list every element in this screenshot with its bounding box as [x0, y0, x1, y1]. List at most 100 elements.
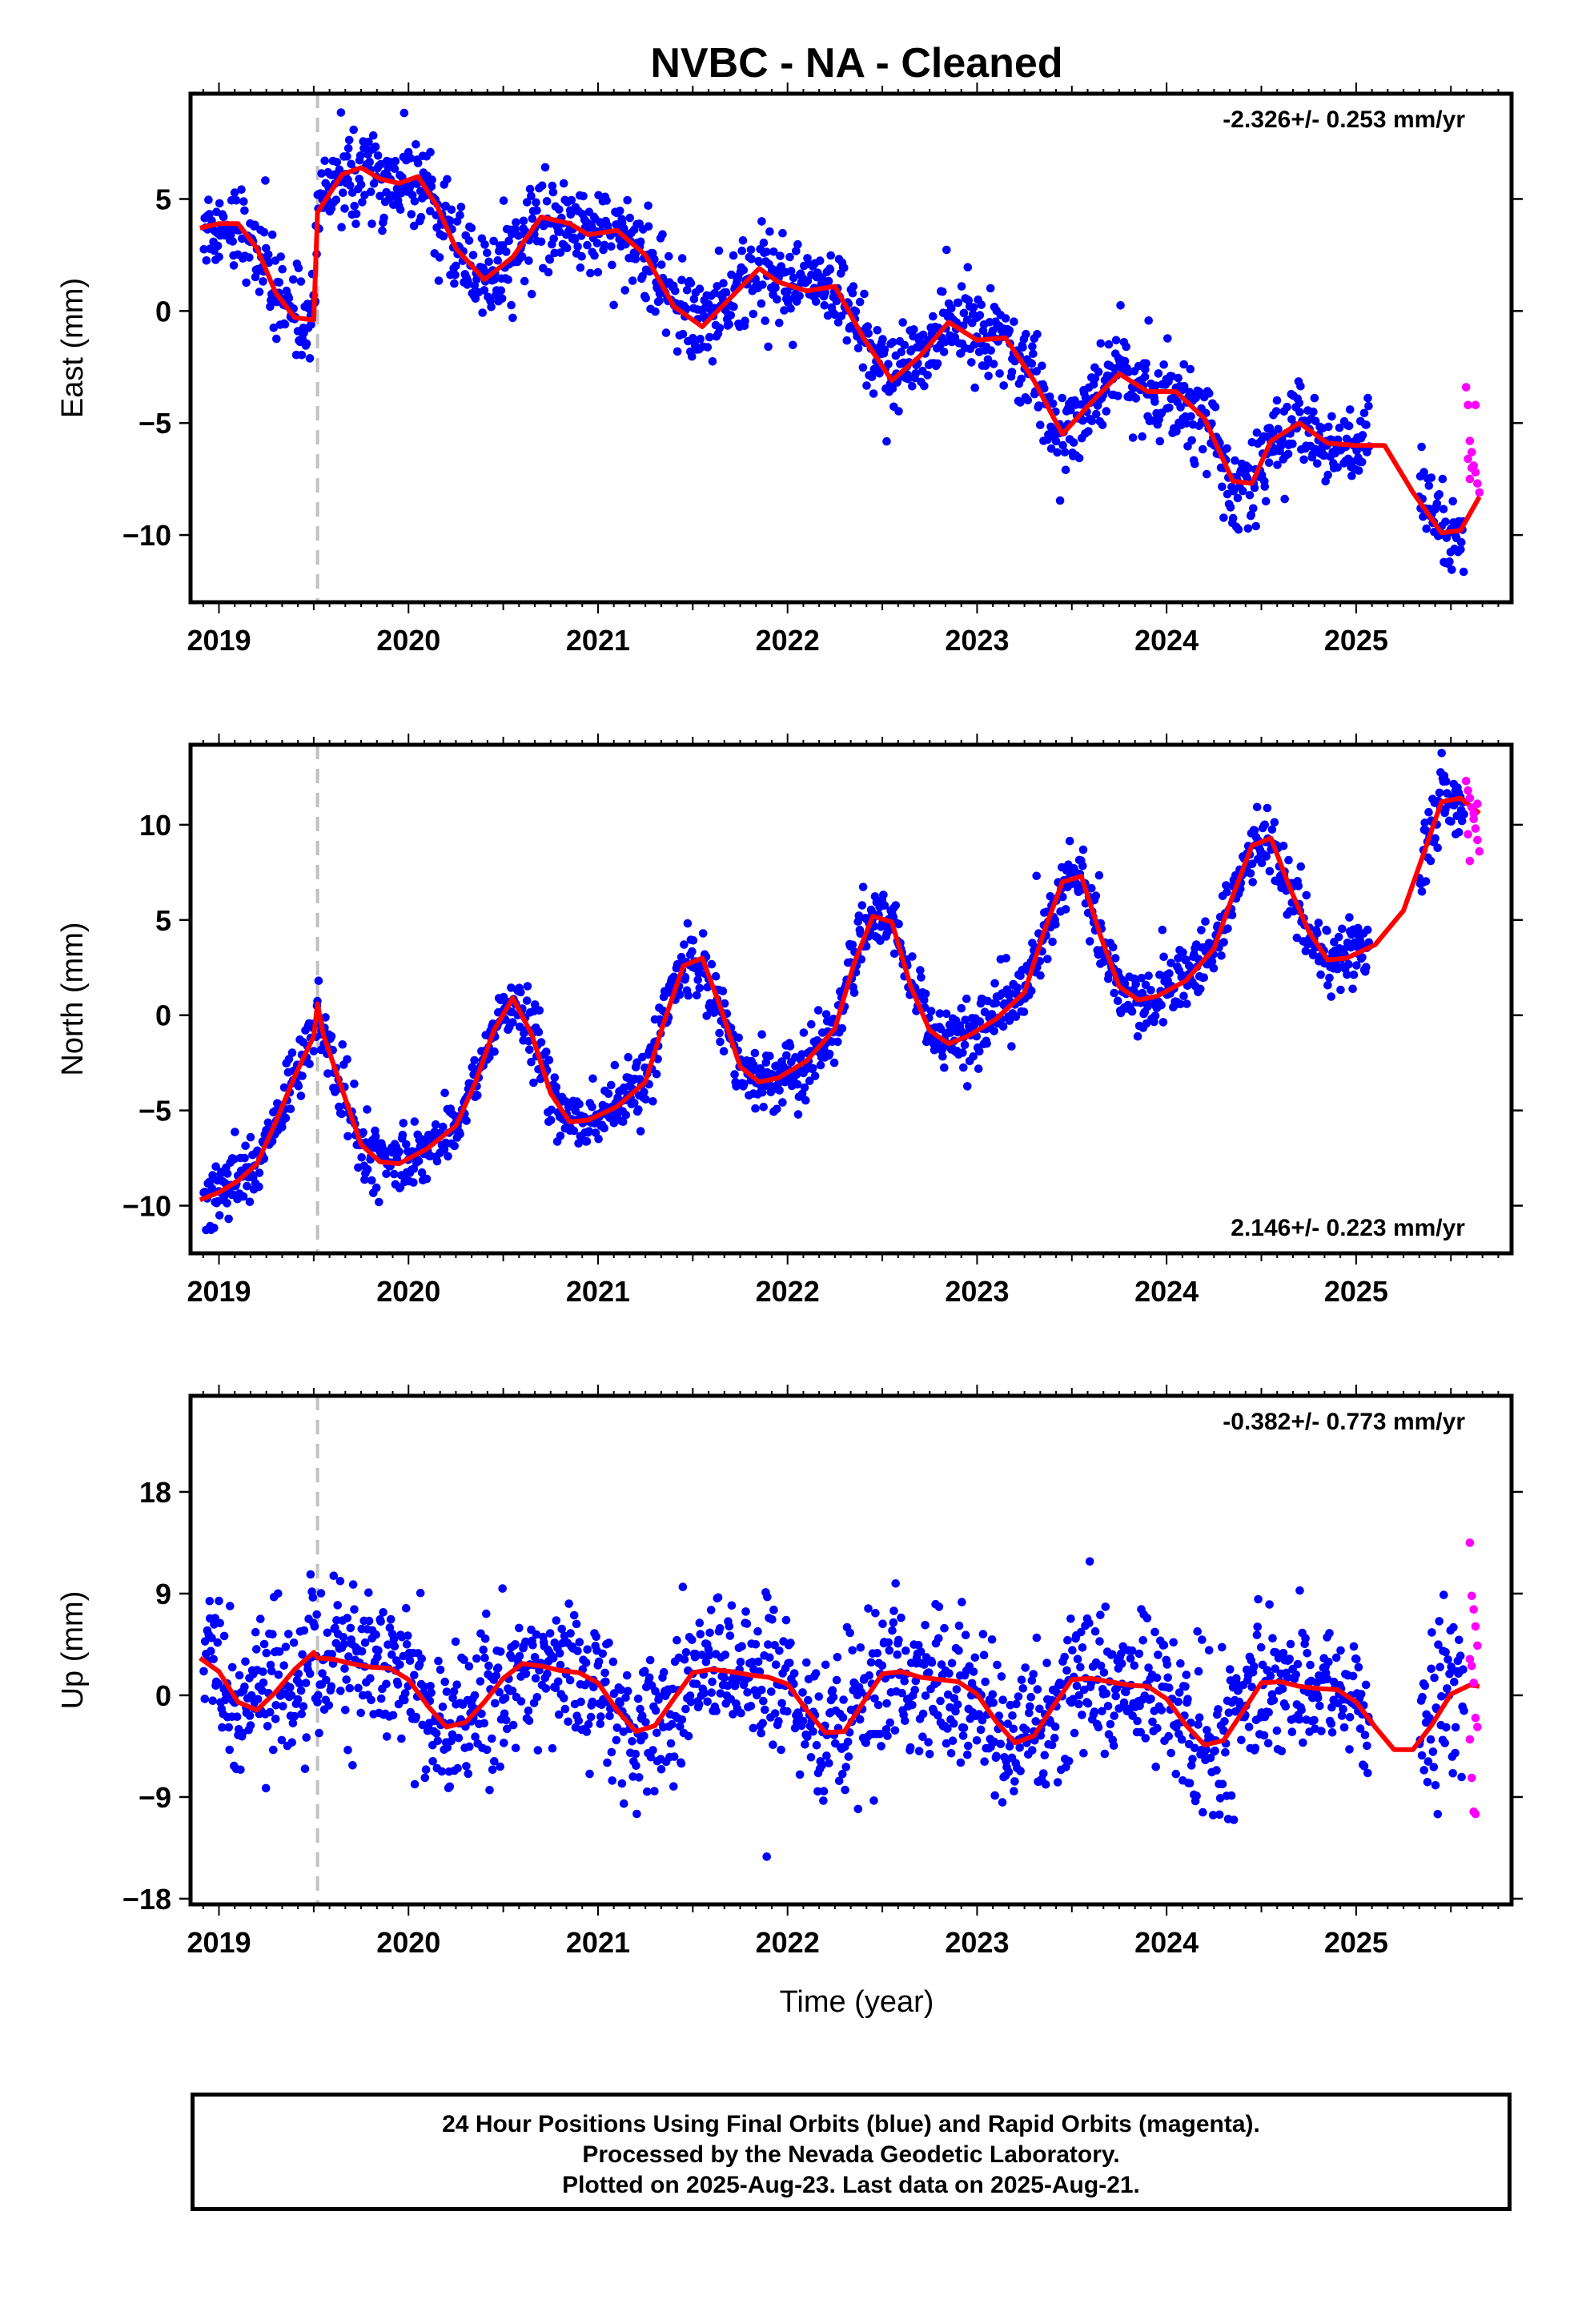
up-final-point	[798, 1688, 807, 1697]
north-final-point	[382, 1169, 391, 1179]
east-final-point	[686, 279, 696, 287]
up-final-point	[284, 1630, 293, 1638]
up-final-point	[869, 1796, 878, 1805]
north-final-point	[241, 1141, 250, 1151]
east-final-point	[1142, 359, 1150, 368]
east-final-point	[1185, 388, 1194, 396]
up-final-point	[1348, 1671, 1358, 1681]
east-final-point	[1182, 419, 1191, 428]
up-final-point	[1099, 1668, 1109, 1677]
north-final-point	[1296, 862, 1306, 871]
up-final-point	[224, 1723, 234, 1732]
up-final-point	[267, 1667, 276, 1675]
up-final-point	[490, 1757, 499, 1766]
north-final-point	[508, 1018, 517, 1027]
east-final-point	[467, 223, 476, 233]
up-final-point	[634, 1773, 644, 1782]
north-final-point	[1454, 828, 1464, 837]
up-final-point	[464, 1769, 473, 1779]
east-final-point	[1327, 412, 1336, 421]
up-final-point	[1163, 1673, 1172, 1683]
up-final-point	[737, 1642, 746, 1651]
north-final-point	[684, 991, 693, 1000]
east-final-point	[1183, 442, 1192, 451]
north-rapid-point	[1471, 824, 1480, 833]
up-final-point	[515, 1651, 524, 1661]
east-final-point	[511, 224, 520, 234]
north-final-point	[1343, 970, 1351, 979]
east-final-point	[215, 252, 223, 262]
north-final-point	[343, 1055, 351, 1064]
north-final-point	[535, 1006, 544, 1015]
east-final-point	[255, 287, 264, 296]
up-final-point	[318, 1669, 327, 1678]
east-final-point	[1345, 405, 1355, 414]
up-final-point	[819, 1796, 828, 1805]
up-rapid-point	[1468, 1591, 1476, 1601]
up-final-point	[374, 1646, 383, 1655]
up-final-point	[581, 1659, 591, 1667]
up-final-point	[963, 1750, 972, 1759]
up-final-point	[274, 1589, 283, 1598]
panel-east: 2019 2020 2021 2022 2023 2024 202550−5−10East …	[56, 82, 1523, 657]
east-final-point	[1211, 403, 1220, 412]
north-final-point	[641, 1095, 650, 1104]
east-final-point	[1283, 449, 1293, 459]
north-final-point	[857, 901, 867, 910]
up-final-point	[1032, 1633, 1042, 1642]
up-final-point	[803, 1732, 812, 1742]
up-final-point	[336, 1687, 345, 1695]
east-rapid-point	[1475, 488, 1484, 497]
north-final-point	[734, 1033, 743, 1043]
north-final-point	[837, 1023, 847, 1033]
east-final-point	[504, 236, 513, 246]
north-final-point	[1058, 892, 1067, 902]
east-final-point	[489, 275, 499, 284]
up-final-point	[882, 1699, 891, 1708]
north-final-point	[402, 1140, 411, 1149]
north-final-point	[880, 901, 889, 910]
up-final-point	[763, 1592, 772, 1602]
up-final-point	[853, 1804, 863, 1814]
east-final-point	[410, 197, 420, 206]
up-final-point	[449, 1687, 459, 1696]
up-final-point	[884, 1638, 893, 1647]
north-final-point	[991, 999, 1001, 1007]
east-final-point	[320, 156, 330, 166]
east-final-point	[373, 151, 383, 160]
east-final-point	[527, 289, 536, 299]
up-final-point	[992, 1751, 1001, 1761]
north-final-point	[1433, 843, 1442, 853]
up-final-point	[1008, 1711, 1017, 1720]
up-final-point	[990, 1791, 999, 1800]
up-final-point	[323, 1628, 332, 1638]
north-final-point	[371, 1183, 381, 1192]
up-final-point	[405, 1656, 415, 1665]
up-final-point	[1063, 1635, 1072, 1645]
up-final-point	[786, 1638, 795, 1647]
up-final-point	[948, 1736, 958, 1745]
east-final-point	[1131, 394, 1141, 403]
north-final-point	[1279, 842, 1288, 850]
north-x-tick-label: 2020	[376, 1275, 440, 1308]
north-final-point	[409, 1178, 418, 1187]
north-final-point	[350, 1080, 359, 1088]
up-final-point	[725, 1622, 734, 1630]
up-final-point	[741, 1607, 750, 1616]
up-final-point	[312, 1610, 322, 1619]
east-final-point	[367, 219, 376, 228]
east-final-point	[815, 256, 825, 265]
east-final-point	[1280, 494, 1289, 504]
north-final-point	[444, 1152, 452, 1161]
north-final-point	[239, 1192, 248, 1201]
up-final-point	[301, 1679, 311, 1687]
east-final-point	[908, 382, 917, 391]
north-final-point	[338, 1040, 347, 1049]
east-final-point	[929, 312, 938, 321]
east-final-point	[239, 197, 248, 206]
up-final-point	[1293, 1659, 1303, 1669]
north-final-point	[793, 1080, 802, 1089]
north-final-point	[926, 1007, 936, 1015]
up-final-point	[397, 1734, 406, 1743]
up-final-point	[743, 1688, 752, 1697]
